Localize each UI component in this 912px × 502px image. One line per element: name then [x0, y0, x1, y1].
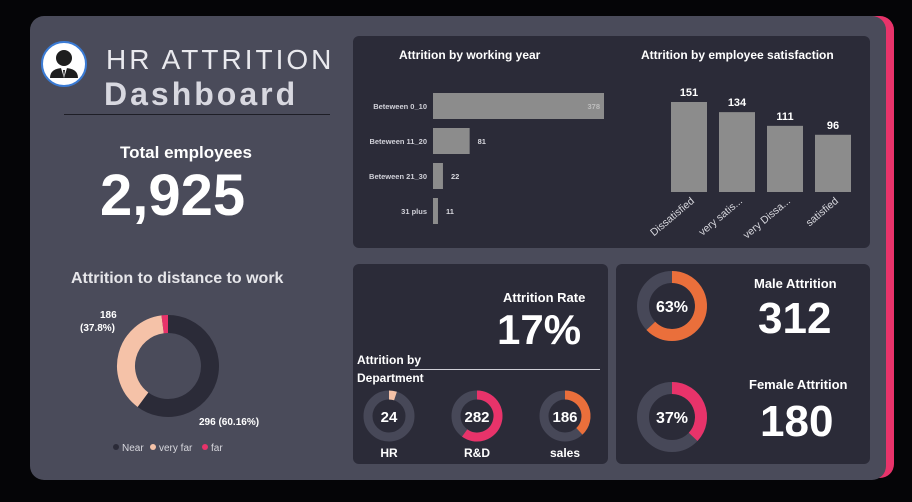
distance-slice-very-far: [117, 315, 165, 407]
working-year-category-label: Beteween 11_20: [369, 137, 427, 146]
department-donut-1-arc: [462, 390, 503, 442]
attrition-rate-panel: [353, 264, 608, 464]
total-employees-label: Total employees: [120, 143, 252, 162]
gender-percent-label: 37%: [656, 410, 688, 427]
working-year-bar: [433, 93, 604, 119]
legend-label-near: Near: [122, 443, 144, 454]
satisfaction-bar-chart: 151 Dissatisfied 134 very satis... 111 very D…: [648, 87, 851, 241]
legend-swatch-very-far: [150, 444, 156, 450]
distance-label-bottom: 296 (60.16%): [199, 417, 259, 428]
header-title-line1: HR ATTRITION: [106, 44, 335, 75]
header-divider: [64, 114, 330, 115]
employee-avatar-icon: [41, 41, 87, 87]
gender-donut-1-arc: [671, 382, 707, 441]
satisfaction-bar: [671, 102, 707, 192]
gender-percent-label: 63%: [656, 299, 688, 316]
distance-donut-chart: 186 (37.8%) 296 (60.16%) Near very far f…: [80, 310, 259, 454]
department-value-label: 186: [552, 409, 577, 426]
legend-swatch-far: [202, 444, 208, 450]
total-employees-value: 2,925: [100, 163, 246, 228]
attrition-rate-label: Attrition Rate: [503, 290, 586, 305]
legend-label-far: far: [211, 443, 223, 454]
department-value-label: 24: [381, 409, 398, 426]
distance-label-top: 186: [100, 310, 117, 321]
working-year-value-label: 11: [446, 207, 454, 216]
working-year-bar-chart: Beteween 0_10 378 Beteween 11_20 81 Beteween…: [369, 93, 604, 224]
working-year-category-label: Beteween 0_10: [373, 102, 427, 111]
department-value-label: 282: [464, 409, 489, 426]
distance-slice-Near: [137, 315, 219, 417]
satisfaction-value-label: 151: [680, 87, 698, 99]
distance-chart-title: Attrition to distance to work: [71, 270, 284, 287]
working-year-value-label: 378: [587, 102, 600, 111]
satisfaction-category-label: Dissatisfied: [648, 195, 697, 239]
department-title-underline: [410, 369, 600, 370]
female-attrition-value: 180: [760, 397, 834, 446]
working-year-value-label: 22: [451, 172, 459, 181]
distance-legend: Near very far far: [113, 443, 223, 454]
satisfaction-value-label: 96: [827, 120, 839, 132]
working-year-category-label: 31 plus: [401, 207, 427, 216]
working-year-bar: [433, 128, 470, 154]
department-name-label: sales: [550, 446, 580, 460]
satisfaction-bar: [767, 125, 803, 192]
satisfaction-category-label: very Dissa...: [741, 195, 793, 241]
header-title-line2: Dashboard: [104, 76, 299, 112]
male-attrition-value: 312: [758, 294, 832, 343]
satisfaction-chart-title: Attrition by employee satisfaction: [641, 48, 834, 62]
satisfaction-bar: [815, 134, 851, 192]
working-year-category-label: Beteween 21_30: [369, 172, 427, 181]
satisfaction-category-label: satisfied: [804, 195, 841, 229]
gender-attrition-panel: [616, 264, 870, 464]
department-chart-title-line1: Attrition by: [357, 353, 421, 367]
working-year-value-label: 81: [478, 137, 486, 146]
satisfaction-category-label: very satis...: [697, 195, 745, 238]
department-donut-2-arc: [564, 390, 591, 435]
satisfaction-bar: [719, 112, 755, 192]
gender-donuts: 63% 37%: [637, 271, 707, 452]
attrition-rate-value: 17%: [497, 306, 582, 353]
legend-swatch-near: [113, 444, 119, 450]
legend-label-very-far: very far: [159, 443, 193, 454]
female-attrition-label: Female Attrition: [749, 377, 848, 392]
department-name-label: R&D: [464, 446, 490, 460]
working-year-bar: [433, 163, 443, 189]
satisfaction-value-label: 134: [728, 97, 747, 109]
satisfaction-value-label: 111: [776, 111, 793, 123]
working-year-chart-title: Attrition by working year: [399, 48, 541, 62]
department-donut-0-arc: [388, 390, 397, 401]
distance-label-top-pct: (37.8%): [80, 323, 115, 334]
department-donuts: 24 HR 282 R&D 186 sales: [363, 390, 591, 460]
working-year-bar: [433, 198, 438, 224]
gender-donut-0-arc: [646, 271, 707, 341]
department-chart-title-line2: Department: [357, 371, 424, 385]
male-attrition-label: Male Attrition: [754, 276, 837, 291]
department-name-label: HR: [380, 446, 398, 460]
